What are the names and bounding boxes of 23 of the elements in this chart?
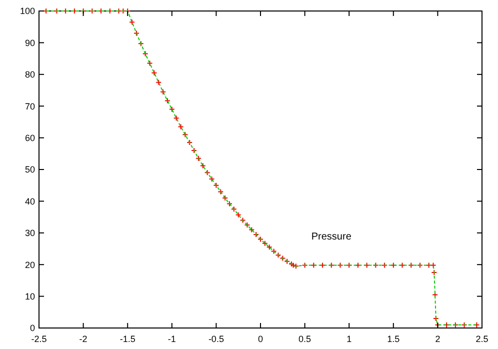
y-tick-label: 80 bbox=[24, 70, 35, 80]
x-tick-label: 1 bbox=[346, 334, 352, 344]
x-tick-label: 2.5 bbox=[476, 334, 488, 344]
x-tick-label: -2.5 bbox=[31, 334, 47, 344]
x-tick-label: 1.5 bbox=[387, 334, 400, 344]
annotation: Pressure bbox=[311, 232, 352, 243]
y-tick-label: 30 bbox=[24, 228, 35, 238]
y-tick-label: 50 bbox=[24, 164, 35, 175]
x-tick-label: -2 bbox=[79, 334, 88, 344]
y-tick-label: 0 bbox=[30, 323, 35, 334]
x-tick-label: 0 bbox=[258, 334, 264, 344]
y-tick-label: 100 bbox=[20, 6, 35, 16]
y-tick-label: 70 bbox=[24, 101, 35, 112]
x-tick-label: 0.5 bbox=[298, 334, 312, 344]
y-tick-label: 10 bbox=[24, 291, 35, 302]
x-tick-label: 2 bbox=[435, 334, 440, 344]
x-tick-label: -0.5 bbox=[208, 334, 224, 344]
y-tick-label: 60 bbox=[24, 132, 35, 143]
x-tick-label: -1 bbox=[168, 334, 176, 344]
y-tick-label: 20 bbox=[24, 260, 35, 270]
x-tick-label: -1.5 bbox=[120, 334, 136, 344]
y-tick-label: 90 bbox=[24, 38, 35, 48]
y-tick-label: 40 bbox=[24, 196, 35, 206]
